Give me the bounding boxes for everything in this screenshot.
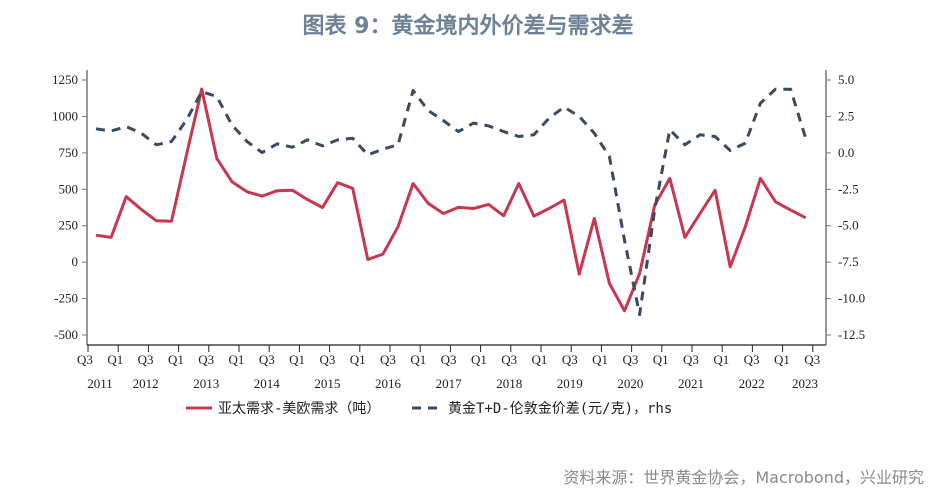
- y-right-tick-label: -10.0: [838, 291, 865, 306]
- x-tick-label: Q3: [501, 352, 517, 367]
- x-year-label: 2020: [617, 376, 643, 391]
- legend-label: 亚太需求-美欧需求（吨）: [218, 401, 380, 417]
- x-tick-label: Q1: [713, 352, 729, 367]
- x-tick-label: Q1: [168, 352, 184, 367]
- y-right-tick-label: -5.0: [838, 218, 859, 233]
- x-tick-label: Q3: [319, 352, 335, 367]
- x-year-label: 2019: [557, 376, 583, 391]
- x-tick-label: Q3: [441, 352, 457, 367]
- x-year-label: 2018: [496, 376, 522, 391]
- x-tick-label: Q1: [653, 352, 669, 367]
- legend-label: 黄金T+D-伦敦金价差(元/克)，rhs: [448, 400, 672, 417]
- x-tick-label: Q1: [532, 352, 548, 367]
- x-tick-label: Q3: [138, 352, 154, 367]
- series-line-1: [95, 87, 808, 317]
- x-year-label: 2022: [739, 376, 765, 391]
- x-tick-label: Q3: [683, 352, 699, 367]
- y-right-tick-label: 2.5: [838, 108, 854, 123]
- x-tick-label: Q3: [562, 352, 578, 367]
- x-year-label: 2021: [678, 376, 704, 391]
- x-tick-label: Q3: [744, 352, 760, 367]
- x-tick-label: Q3: [380, 352, 396, 367]
- x-tick-label: Q3: [77, 352, 93, 367]
- series-line-0: [95, 87, 807, 313]
- x-tick-label: Q1: [471, 352, 487, 367]
- chart: 1250 1000 750 500 250 0 -250 -500 5.0 2.5 0.0 -2.5 -…: [52, 70, 865, 417]
- y-left-tick-label: 500: [59, 181, 79, 196]
- y-right-tick-label: 0.0: [838, 145, 854, 160]
- y-left-tick-label: 750: [59, 145, 79, 160]
- y-left-tick-label: -250: [54, 291, 78, 306]
- y-right-tick-label: 5.0: [838, 72, 854, 87]
- y-right-tick-label: -2.5: [838, 181, 859, 196]
- x-tick-label: Q3: [198, 352, 214, 367]
- x-tick-label: Q1: [107, 352, 123, 367]
- y-right-tick-label: -7.5: [838, 254, 859, 269]
- x-year-label: 2013: [193, 376, 219, 391]
- chart-title: 图表 9：黄金境内外价差与需求差: [302, 14, 634, 39]
- x-year-label: 2014: [254, 376, 281, 391]
- x-year-label: 2016: [375, 376, 402, 391]
- y-left-tick-label: 1000: [52, 108, 78, 123]
- source-note: 资料来源：世界黄金协会，Macrobond，兴业研究: [563, 468, 924, 487]
- y-right-tick-label: -12.5: [838, 327, 865, 342]
- x-tick-label: Q1: [410, 352, 426, 367]
- x-tick-label: Q1: [289, 352, 305, 367]
- x-year-label: 2012: [133, 376, 159, 391]
- x-tick-label: Q1: [350, 352, 366, 367]
- y-left-tick-label: 1250: [52, 72, 78, 87]
- y-left-tick-label: -500: [54, 327, 78, 342]
- x-tick-label: Q1: [229, 352, 245, 367]
- x-year-label: 2023: [792, 376, 818, 391]
- x-tick-label: Q1: [592, 352, 608, 367]
- y-left-tick-label: 0: [72, 254, 79, 269]
- x-tick-label: Q3: [259, 352, 275, 367]
- x-year-label: 2017: [436, 376, 463, 391]
- x-tick-label: Q1: [774, 352, 790, 367]
- x-year-label: 2011: [87, 376, 113, 391]
- x-tick-label: Q3: [804, 352, 820, 367]
- x-tick-label: Q3: [622, 352, 638, 367]
- x-year-label: 2015: [314, 376, 340, 391]
- y-left-tick-label: 250: [59, 218, 79, 233]
